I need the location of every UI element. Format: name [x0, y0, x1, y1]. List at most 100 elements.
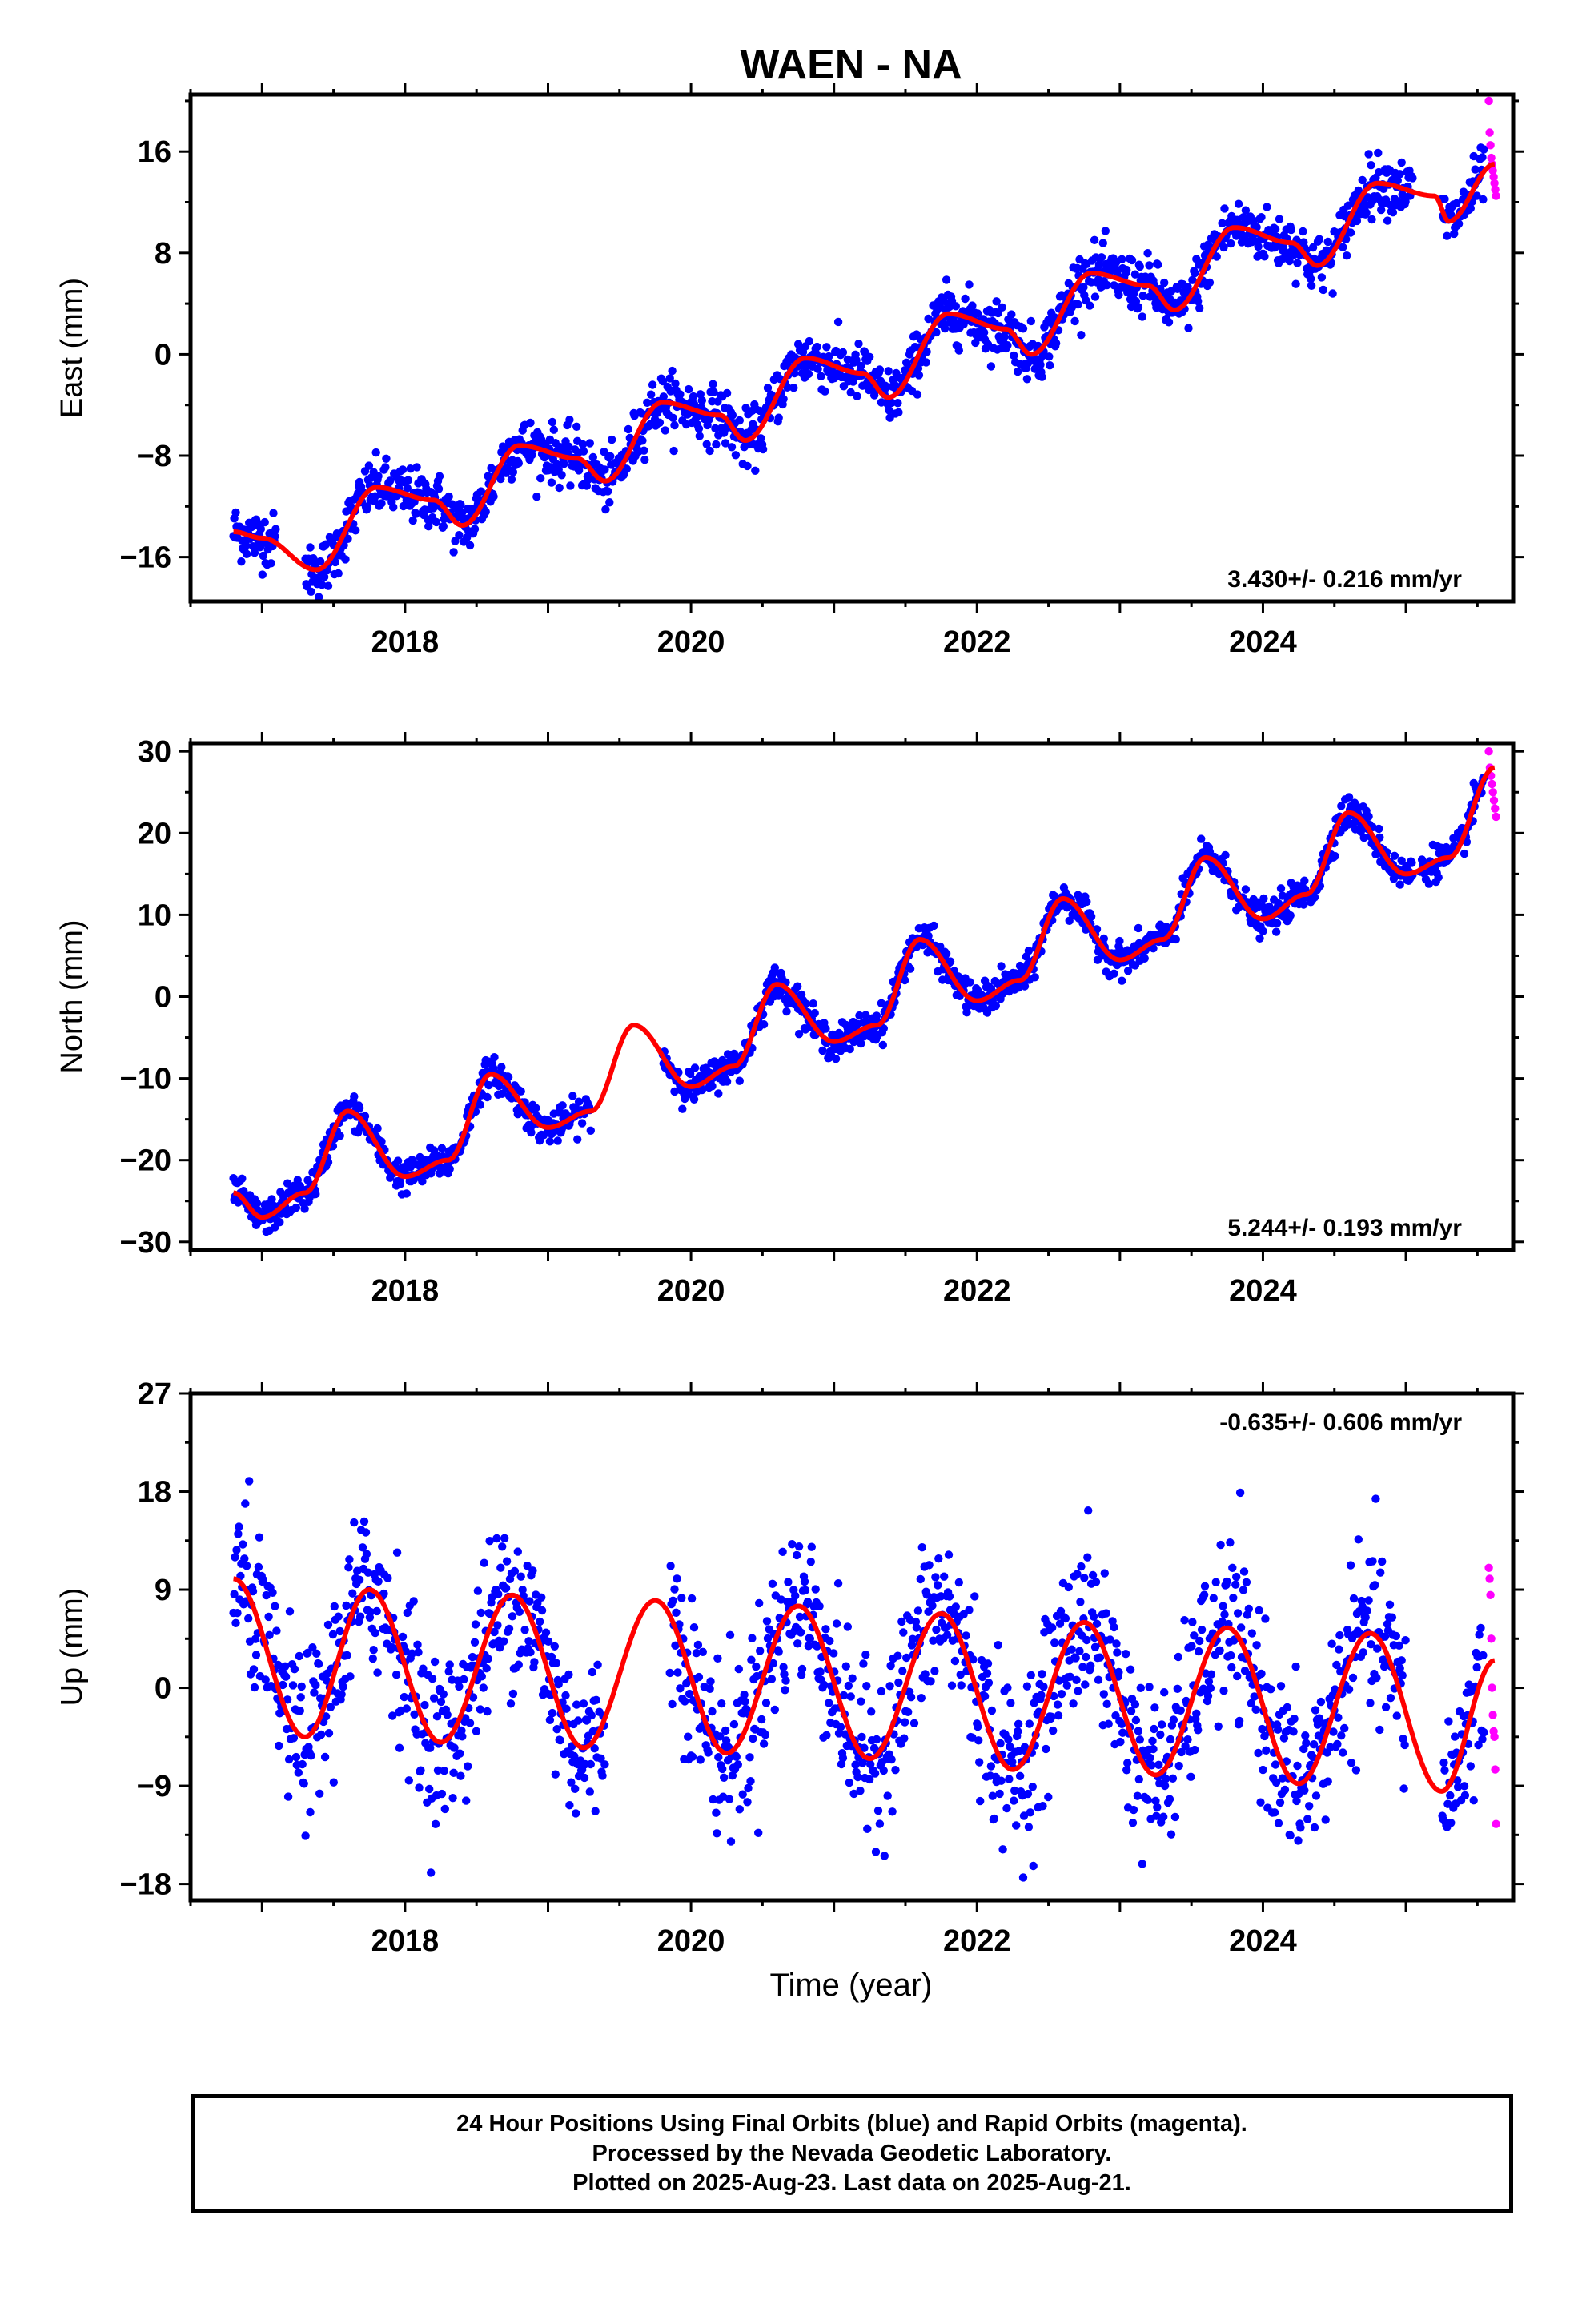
final-orbit-point — [480, 1558, 488, 1567]
final-orbit-point — [1387, 1613, 1397, 1622]
final-orbit-point — [1452, 199, 1461, 208]
final-orbit-point — [1025, 1719, 1034, 1728]
rapid-orbit-point — [1484, 1563, 1493, 1573]
final-orbit-point — [233, 1609, 242, 1618]
final-orbit-point — [1276, 884, 1286, 893]
final-orbit-point — [449, 548, 458, 557]
final-orbit-point — [444, 492, 453, 501]
final-orbit-point — [482, 1664, 491, 1673]
final-orbit-point — [1133, 1791, 1142, 1800]
final-orbit-point — [1128, 1819, 1138, 1827]
final-orbit-point — [268, 1588, 277, 1598]
final-orbit-point — [833, 1579, 843, 1588]
final-orbit-point — [1351, 1766, 1361, 1775]
final-orbit-point — [1364, 1596, 1373, 1605]
final-orbit-point — [362, 1550, 371, 1558]
final-orbit-point — [722, 388, 732, 398]
final-orbit-point — [359, 1517, 369, 1526]
final-orbit-point — [464, 1762, 472, 1771]
final-orbit-point — [1214, 1722, 1223, 1731]
final-orbit-point — [640, 456, 649, 464]
final-orbit-point — [855, 1011, 864, 1020]
final-orbit-point — [1138, 292, 1147, 300]
final-orbit-point — [670, 1087, 679, 1096]
final-orbit-point — [243, 549, 251, 558]
final-orbit-point — [881, 384, 891, 392]
final-orbit-point — [817, 372, 825, 380]
final-orbit-point — [1156, 1730, 1165, 1739]
final-orbit-point — [983, 1659, 993, 1668]
final-orbit-point — [272, 1626, 281, 1635]
final-orbit-point — [476, 1705, 484, 1714]
y-tick-label: −8 — [137, 440, 171, 473]
final-orbit-point — [1358, 175, 1367, 185]
final-orbit-point — [254, 1562, 263, 1572]
final-orbit-point — [532, 493, 541, 501]
final-orbit-point — [1391, 1631, 1401, 1641]
final-orbit-point — [1122, 265, 1131, 275]
final-orbit-point — [829, 1649, 838, 1658]
final-orbit-point — [931, 1573, 940, 1582]
final-orbit-point — [861, 1011, 870, 1019]
final-orbit-point — [1228, 1563, 1237, 1573]
final-orbit-point — [1095, 1653, 1105, 1662]
final-orbit-point — [794, 1030, 804, 1039]
final-orbit-point — [901, 1718, 909, 1727]
final-orbit-point — [398, 1632, 408, 1642]
final-orbit-point — [428, 1675, 437, 1683]
final-orbit-point — [331, 557, 339, 567]
final-orbit-point — [1291, 279, 1300, 288]
final-orbit-point — [1057, 1690, 1066, 1699]
final-orbit-point — [887, 398, 896, 408]
final-orbit-point — [564, 1670, 573, 1679]
final-orbit-point — [1014, 367, 1022, 376]
final-orbit-point — [725, 1795, 734, 1803]
final-orbit-point — [831, 1055, 841, 1063]
final-orbit-point — [893, 399, 902, 408]
final-orbit-point — [1478, 153, 1487, 162]
final-orbit-point — [1469, 1796, 1478, 1805]
final-orbit-point — [735, 416, 744, 425]
final-orbit-point — [434, 485, 444, 493]
final-orbit-point — [1069, 1699, 1078, 1708]
final-orbit-point — [877, 999, 886, 1008]
final-orbit-point — [841, 1662, 851, 1671]
final-orbit-point — [471, 1620, 480, 1629]
final-orbit-point — [767, 1675, 777, 1683]
final-orbit-point — [974, 1736, 983, 1745]
final-orbit-point — [665, 374, 674, 383]
final-orbit-point — [1307, 281, 1316, 290]
final-orbit-point — [622, 464, 631, 473]
rapid-orbit-point — [1487, 1634, 1496, 1643]
final-orbit-point — [891, 1766, 900, 1775]
final-orbit-point — [759, 1020, 769, 1029]
final-orbit-point — [1378, 1557, 1387, 1566]
final-orbit-point — [673, 1668, 682, 1677]
final-orbit-point — [1256, 1798, 1265, 1807]
final-orbit-point — [1479, 1651, 1488, 1660]
final-orbit-point — [572, 1700, 581, 1709]
footer-line-1: 24 Hour Positions Using Final Orbits (bl… — [456, 2110, 1247, 2137]
final-orbit-point — [658, 376, 668, 386]
final-orbit-point — [693, 1640, 703, 1650]
final-orbit-point — [369, 1646, 378, 1655]
final-orbit-point — [761, 1731, 770, 1739]
final-orbit-point — [315, 1659, 323, 1668]
final-orbit-point — [1229, 1594, 1238, 1602]
final-orbit-point — [1285, 256, 1294, 266]
final-orbit-point — [914, 371, 924, 380]
final-orbit-point — [484, 1655, 492, 1663]
final-orbit-point — [507, 475, 516, 484]
final-orbit-point — [514, 459, 523, 468]
final-orbit-point — [1400, 1740, 1409, 1750]
final-orbit-point — [905, 964, 915, 973]
final-orbit-point — [425, 1784, 434, 1794]
final-orbit-point — [1386, 1694, 1395, 1703]
final-orbit-point — [1150, 1724, 1158, 1734]
final-orbit-point — [231, 508, 240, 517]
final-orbit-point — [1331, 851, 1339, 861]
final-orbit-point — [1018, 1873, 1028, 1882]
final-orbit-point — [861, 1651, 870, 1659]
final-orbit-point — [381, 463, 390, 472]
final-orbit-point — [355, 1104, 364, 1113]
